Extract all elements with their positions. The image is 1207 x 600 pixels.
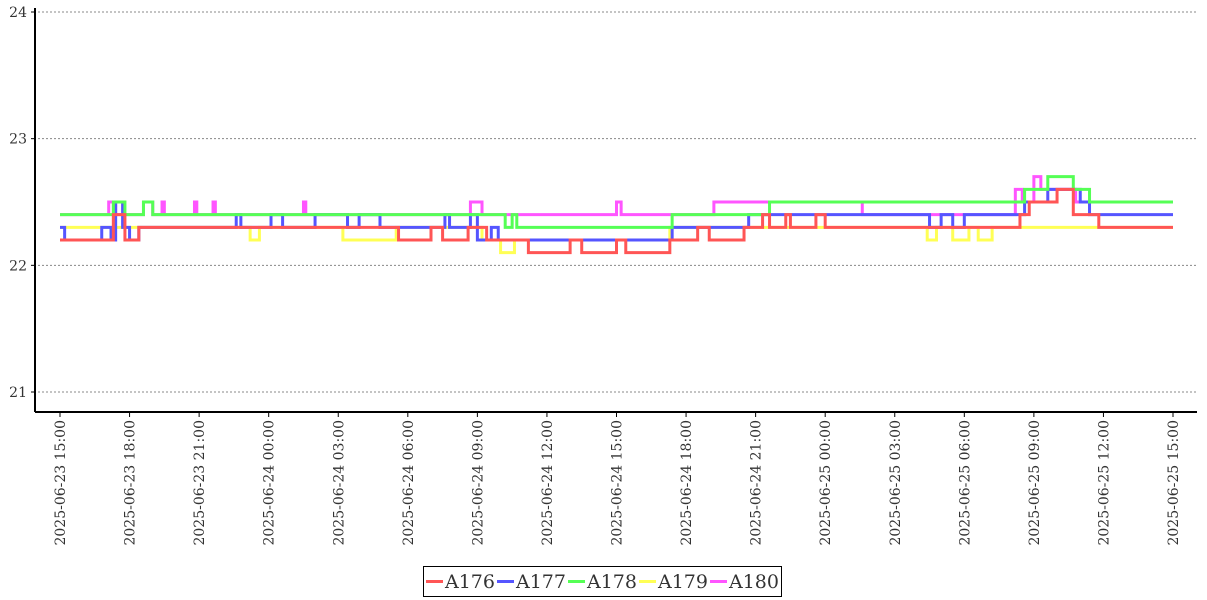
y-tick-label: 23 (9, 132, 27, 148)
legend-item-a178: A178 (568, 571, 637, 593)
gridlines (31, 11, 1197, 393)
legend-item-a177: A177 (497, 571, 566, 593)
x-tick-label: 2025-06-25 12:00 (1096, 420, 1112, 546)
legend-item-a176: A176 (426, 571, 495, 593)
x-tick-label: 2025-06-24 09:00 (470, 420, 486, 546)
x-tick-label: 2025-06-25 03:00 (888, 420, 904, 546)
y-tick-label: 24 (9, 5, 27, 21)
legend-label: A179 (658, 570, 708, 593)
x-tick-label: 2025-06-25 00:00 (818, 420, 834, 546)
line-chart: 21 22 23 24 2025-06-23 15:00 2025-06-23 18:0… (9, 5, 1197, 546)
x-tick-label: 2025-06-24 15:00 (610, 420, 626, 546)
x-tick-label: 2025-06-23 15:00 (53, 420, 69, 546)
legend-swatch (710, 580, 727, 583)
y-tick-label: 22 (9, 258, 27, 274)
legend-label: A176 (445, 570, 495, 593)
x-tick-label: 2025-06-24 18:00 (679, 420, 695, 546)
x-axis-labels: 2025-06-23 15:00 2025-06-23 18:00 2025-06-… (53, 412, 1182, 546)
x-tick-label: 2025-06-24 21:00 (749, 420, 765, 546)
legend-swatch (568, 580, 585, 583)
series-line-a176 (60, 187, 1173, 255)
x-tick-label: 2025-06-25 15:00 (1166, 420, 1182, 546)
series-lines (60, 175, 1173, 255)
legend-label: A178 (587, 570, 637, 593)
x-tick-label: 2025-06-25 06:00 (957, 420, 973, 546)
legend-swatch (497, 580, 514, 583)
x-tick-label: 2025-06-24 06:00 (401, 420, 417, 546)
legend-item-a180: A180 (710, 571, 779, 593)
x-tick-label: 2025-06-23 21:00 (192, 420, 208, 546)
x-tick-label: 2025-06-24 03:00 (331, 420, 347, 546)
legend: A176 A177 A178 A179 A180 (423, 566, 782, 597)
legend-label: A177 (516, 570, 566, 593)
legend-swatch (426, 580, 443, 583)
x-tick-label: 2025-06-24 12:00 (540, 420, 556, 546)
x-tick-label: 2025-06-23 18:00 (123, 420, 139, 546)
series-line-a180 (60, 175, 1173, 217)
x-tick-label: 2025-06-25 09:00 (1027, 420, 1043, 546)
legend-item-a179: A179 (639, 571, 708, 593)
series-line-a178 (60, 175, 1173, 229)
legend-swatch (639, 580, 656, 583)
legend-label: A180 (729, 570, 779, 593)
y-tick-label: 21 (9, 385, 27, 401)
y-axis-labels: 21 22 23 24 (9, 5, 27, 401)
x-tick-label: 2025-06-24 00:00 (262, 420, 278, 546)
